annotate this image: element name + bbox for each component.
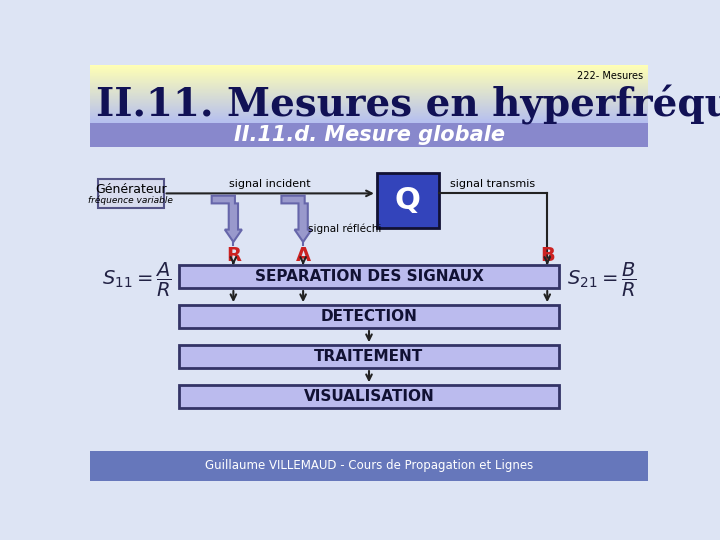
Text: 222- Mesures: 222- Mesures	[577, 71, 644, 81]
Bar	[90, 94, 648, 95]
Bar	[90, 66, 648, 67]
Bar	[90, 99, 648, 100]
Bar	[90, 109, 648, 110]
Bar	[90, 115, 648, 116]
Text: VISUALISATION: VISUALISATION	[304, 389, 434, 404]
Bar	[90, 83, 648, 84]
Bar	[90, 95, 648, 96]
Bar	[90, 78, 648, 79]
Bar	[90, 89, 648, 90]
Text: TRAITEMENT: TRAITEMENT	[315, 349, 423, 364]
Bar	[90, 116, 648, 117]
Bar	[90, 91, 648, 92]
Bar	[90, 98, 648, 99]
Bar	[90, 79, 648, 80]
Text: II.11.d. Mesure globale: II.11.d. Mesure globale	[233, 125, 505, 145]
Bar	[90, 107, 648, 108]
Text: Guillaume VILLEMAUD - Cours de Propagation et Lignes: Guillaume VILLEMAUD - Cours de Propagati…	[205, 460, 533, 472]
Bar	[90, 122, 648, 123]
Bar	[90, 119, 648, 120]
Bar	[90, 110, 648, 111]
Text: II.11. Mesures en hyperfréquences: II.11. Mesures en hyperfréquences	[96, 85, 720, 125]
Bar	[90, 90, 648, 91]
Bar	[90, 86, 648, 87]
Bar	[179, 265, 559, 288]
Bar	[90, 112, 648, 113]
Bar	[90, 100, 648, 101]
Bar	[90, 102, 648, 103]
Bar	[90, 67, 648, 68]
Text: Q: Q	[395, 186, 420, 215]
Bar	[90, 106, 648, 107]
Polygon shape	[282, 195, 312, 242]
Bar	[179, 305, 559, 328]
Bar	[90, 71, 648, 72]
Bar	[90, 74, 648, 75]
Bar	[90, 123, 648, 147]
Text: R: R	[226, 246, 241, 265]
Bar	[90, 114, 648, 115]
Bar	[179, 385, 559, 408]
Bar	[90, 93, 648, 94]
Bar	[90, 70, 648, 71]
Bar	[179, 345, 559, 368]
Bar	[90, 105, 648, 106]
Bar	[90, 113, 648, 114]
Bar	[90, 120, 648, 121]
Bar	[90, 96, 648, 97]
Text: signal incident: signal incident	[230, 179, 311, 189]
Text: DETECTION: DETECTION	[320, 309, 418, 324]
Bar	[90, 68, 648, 69]
Bar	[377, 173, 438, 228]
Bar	[90, 101, 648, 102]
Text: Générateur: Générateur	[95, 183, 166, 196]
Text: fréquence variable: fréquence variable	[89, 195, 173, 205]
Bar	[90, 88, 648, 89]
Bar	[90, 73, 648, 74]
Bar	[90, 75, 648, 76]
Bar	[90, 81, 648, 82]
Bar	[90, 72, 648, 73]
Bar	[90, 77, 648, 78]
Text: signal transmis: signal transmis	[451, 179, 536, 189]
Bar	[90, 118, 648, 119]
Bar	[90, 80, 648, 81]
Bar	[90, 85, 648, 86]
Bar	[90, 104, 648, 105]
Bar	[90, 451, 648, 481]
Bar	[90, 92, 648, 93]
Bar	[90, 117, 648, 118]
Text: $S_{11} = \dfrac{A}{R}$: $S_{11} = \dfrac{A}{R}$	[102, 261, 171, 300]
Text: B: B	[540, 246, 554, 265]
Polygon shape	[212, 195, 242, 242]
Bar	[90, 111, 648, 112]
Bar	[90, 147, 648, 451]
Bar	[90, 97, 648, 98]
Bar	[90, 108, 648, 109]
Bar	[90, 69, 648, 70]
Bar	[90, 121, 648, 122]
Text: A: A	[296, 246, 311, 265]
Bar	[90, 84, 648, 85]
Text: signal réfléchi: signal réfléchi	[307, 224, 381, 234]
Bar	[90, 103, 648, 104]
Bar	[98, 179, 163, 208]
Bar	[90, 76, 648, 77]
Bar	[90, 82, 648, 83]
Bar	[90, 87, 648, 88]
Bar	[90, 65, 648, 66]
Text: $S_{21} = \dfrac{B}{R}$: $S_{21} = \dfrac{B}{R}$	[567, 261, 636, 300]
Text: SEPARATION DES SIGNAUX: SEPARATION DES SIGNAUX	[255, 269, 483, 284]
